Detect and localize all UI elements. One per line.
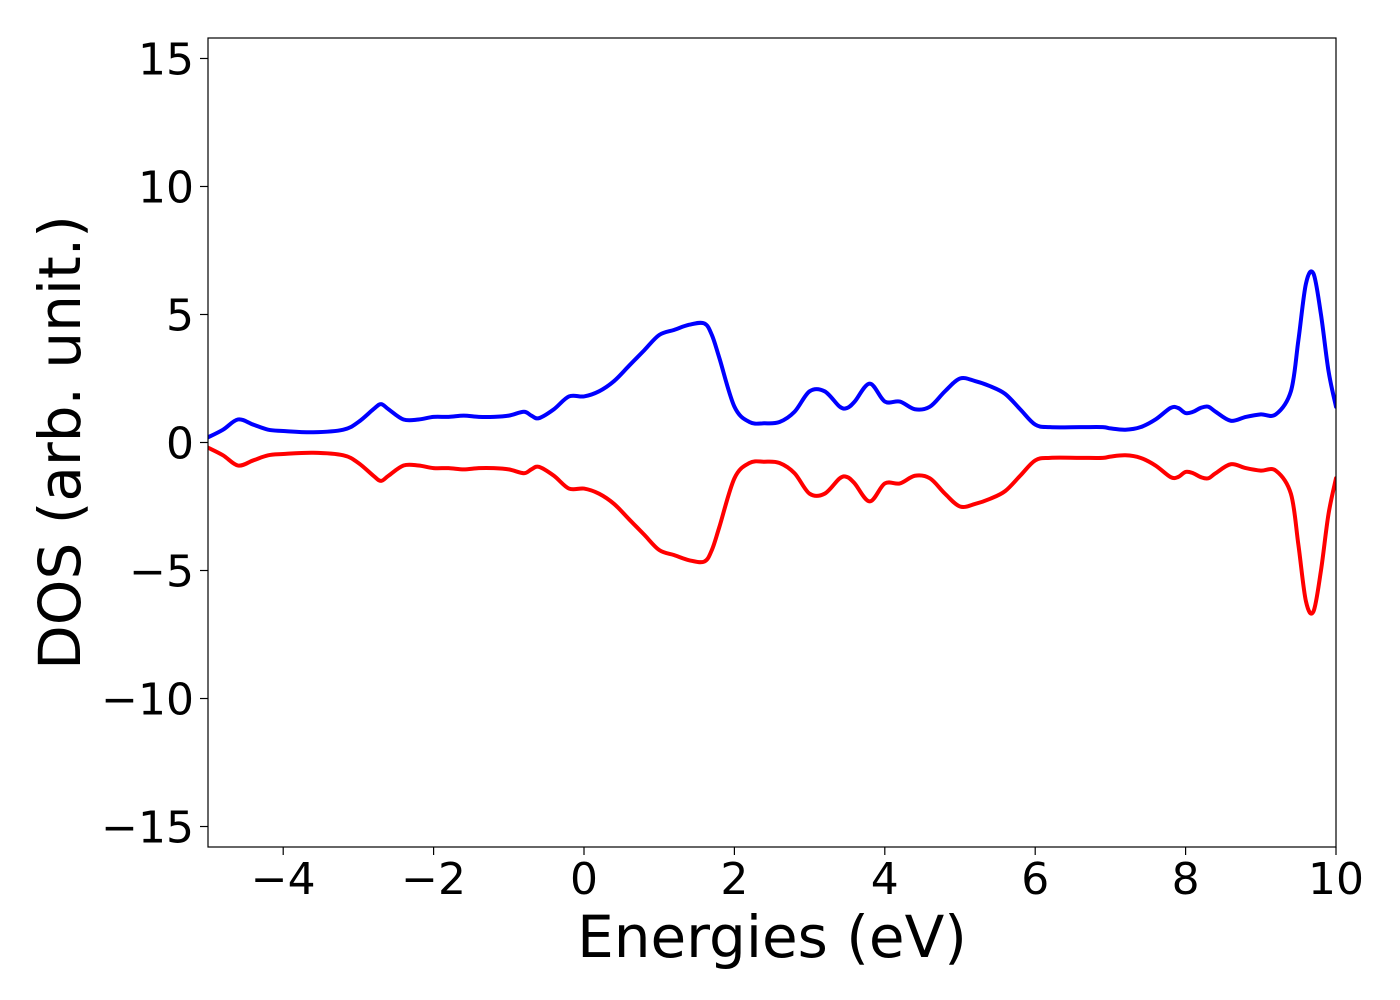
series-line-spin-up <box>208 269 1336 440</box>
x-tick-label: −4 <box>251 854 316 905</box>
series-layer <box>208 269 1336 616</box>
series-line-spin-down <box>208 445 1336 616</box>
y-tick-label: 10 <box>138 162 194 213</box>
x-tick-label: 6 <box>1021 854 1049 905</box>
x-tick-label: 2 <box>720 854 748 905</box>
x-tick-label: 10 <box>1308 854 1364 905</box>
y-tick-label: 5 <box>166 290 194 341</box>
y-tick-label: −5 <box>129 547 194 598</box>
y-tick-label: 0 <box>166 419 194 470</box>
x-tick-label: 8 <box>1172 854 1200 905</box>
x-tick-label: −2 <box>401 854 466 905</box>
x-axis: −4 −2 0 2 4 6 8 10 <box>251 847 1364 905</box>
y-tick-label: −15 <box>101 803 194 854</box>
y-tick-label: −10 <box>101 675 194 726</box>
y-axis: −15 −10 −5 0 5 10 15 <box>101 34 208 854</box>
y-tick-label: 15 <box>138 34 194 85</box>
x-tick-label: 0 <box>570 854 598 905</box>
x-axis-title: Energies (eV) <box>577 903 967 971</box>
x-tick-label: 4 <box>871 854 899 905</box>
y-axis-title: DOS (arb. unit.) <box>26 215 94 670</box>
